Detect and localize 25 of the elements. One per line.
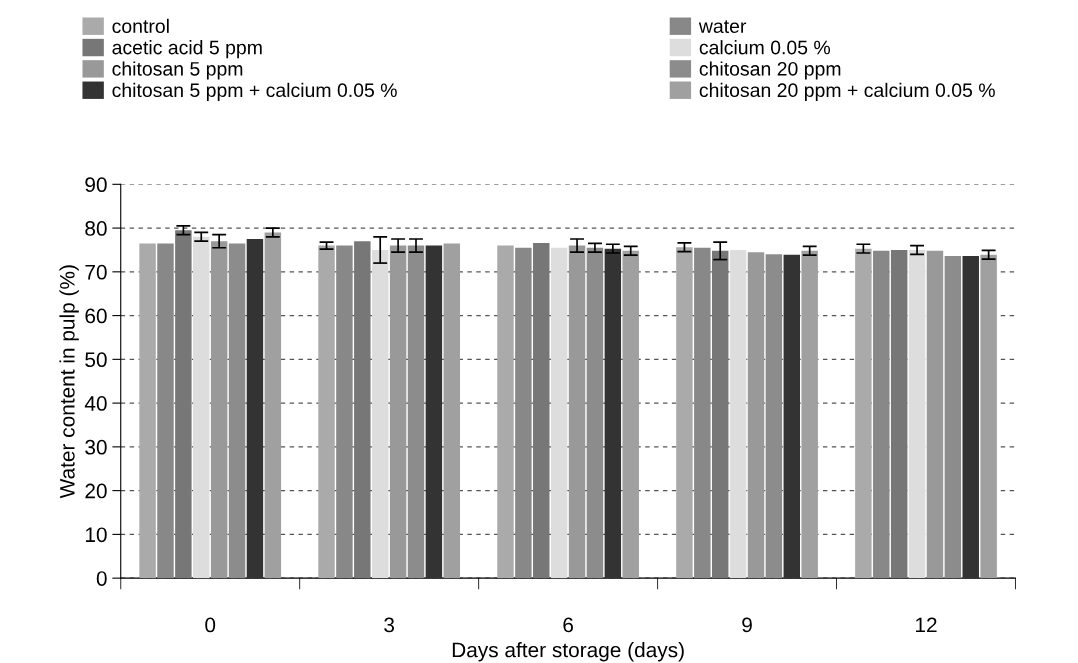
y-tick-label: 90 [85,177,107,193]
x-tick-label: 0 [205,617,216,633]
x-tick-label: 6 [563,617,573,633]
legend-label: water [698,20,747,34]
y-tick-label: 80 [85,221,107,236]
x-axis-title: Days after storage (days) [452,642,684,662]
legend-label: calcium 0.05 % [699,40,831,55]
legend-label: chitosan 20 ppm [699,61,841,80]
x-tick-label: 3 [384,617,395,633]
legend-label: chitosan 5 ppm + calcium 0.05 % [112,82,397,101]
legend-label: chitosan 5 ppm [112,61,243,80]
x-tick-label: 12 [916,617,937,633]
y-tick-label: 70 [85,264,107,280]
y-tick-label: 0 [96,571,107,586]
legend-label: control [112,18,169,34]
y-tick-label: 60 [85,308,107,324]
y-tick-label: 40 [84,396,107,411]
y-tick-label: 30 [85,439,107,455]
legend-label: acetic acid 5 ppm [112,40,262,59]
y-axis-title: Water content in pulp (%) [59,265,79,499]
x-tick-label: 9 [742,617,752,633]
y-tick-label: 10 [85,527,107,543]
y-tick-label: 50 [85,352,107,368]
legend-label: chitosan 20 ppm + calcium 0.05 % [699,82,995,101]
y-tick-label: 20 [85,483,107,499]
